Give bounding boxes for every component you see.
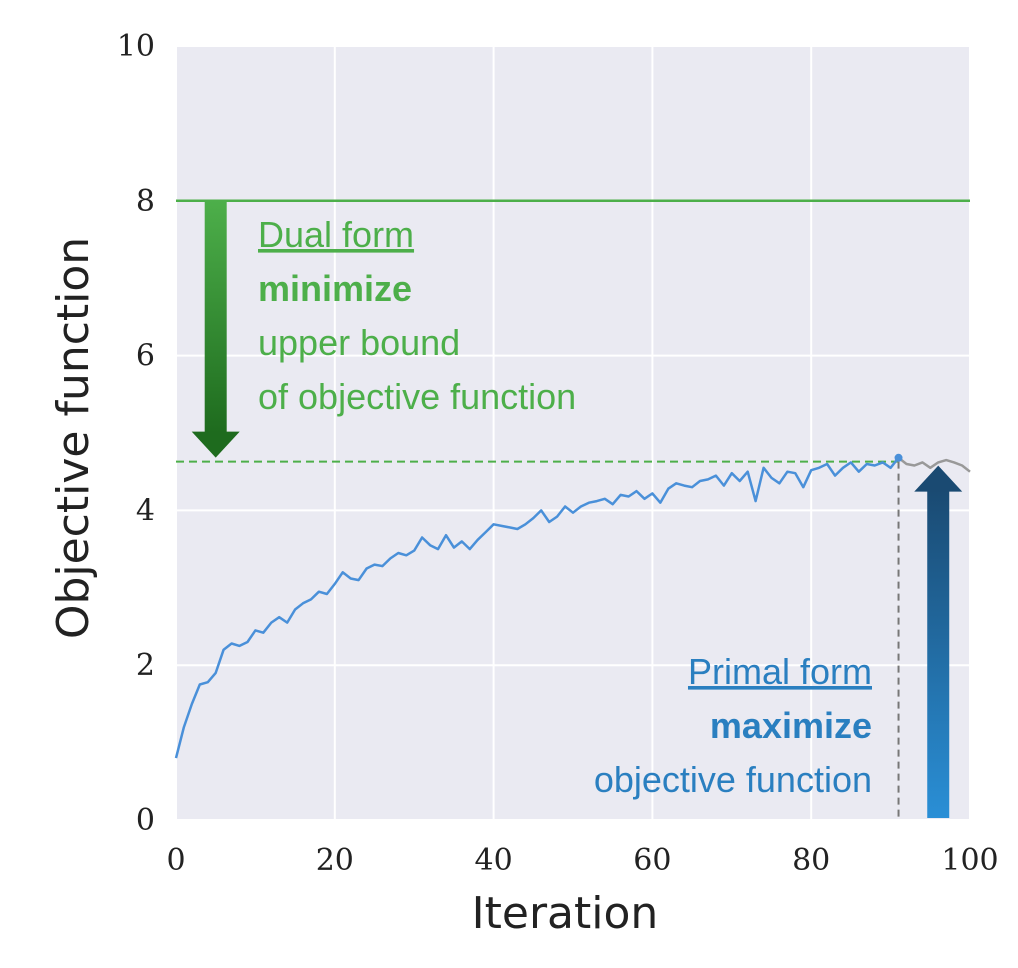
- primal-form-action: maximize: [710, 705, 872, 746]
- dual-form-line2: of objective function: [258, 376, 576, 417]
- y-tick-label: 10: [117, 29, 155, 64]
- y-tick-label: 8: [136, 184, 155, 219]
- x-tick-label: 60: [633, 843, 671, 878]
- y-axis-label: Objective function: [48, 237, 99, 639]
- dual-form-action: minimize: [258, 268, 412, 309]
- x-tick-label: 80: [792, 843, 830, 878]
- series-lines: [174, 453, 971, 759]
- x-tick-label: 20: [316, 843, 354, 878]
- objective-series-tail-line: [897, 456, 971, 473]
- x-tick-label: 40: [475, 843, 513, 878]
- dual-arrow-head: [191, 431, 240, 458]
- x-tick-label: 100: [941, 843, 998, 878]
- primal-form-title: Primal form: [688, 651, 872, 692]
- dual-form-title: Dual form: [258, 214, 414, 255]
- axis-ticks: 0 20 40 60 80 100 0 2 4 6 8 10: [117, 29, 999, 878]
- objective-series-line: [174, 457, 900, 759]
- primal-arrow-head: [914, 465, 963, 492]
- primal-arrow-shaft: [927, 489, 950, 818]
- y-tick-label: 0: [136, 803, 155, 838]
- primal-form-line1: objective function: [594, 759, 872, 800]
- dual-form-line1: upper bound: [258, 322, 460, 363]
- arrows: [191, 200, 963, 818]
- dual-arrow-shaft: [204, 200, 227, 434]
- optimum-point: [894, 453, 903, 462]
- y-tick-label: 6: [136, 339, 155, 374]
- plot-background: [176, 46, 970, 820]
- reference-lines: [176, 199, 970, 820]
- x-axis-label: Iteration: [472, 888, 659, 939]
- x-tick-label: 0: [166, 843, 185, 878]
- y-tick-label: 4: [136, 493, 155, 528]
- y-tick-label: 2: [136, 648, 155, 683]
